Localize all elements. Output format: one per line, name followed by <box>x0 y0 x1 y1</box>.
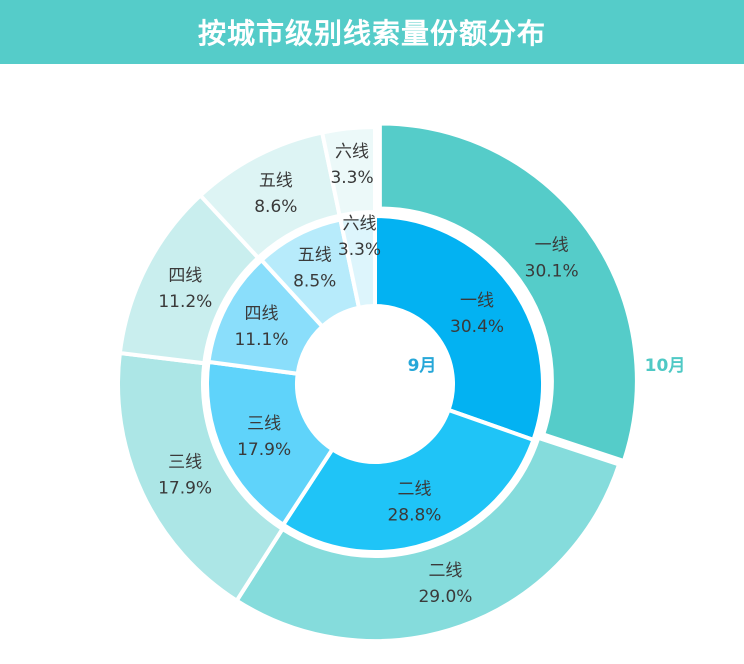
inner-slice-2[interactable] <box>280 407 536 554</box>
inner-slice-value-label: 28.8% <box>387 505 441 525</box>
outer-slice-6[interactable] <box>319 124 377 219</box>
inner-slice-3[interactable] <box>205 359 336 528</box>
nested-donut-chart: 一线 30.1% 二线 29.0% 三线 17.9% 四线 11.2% 五线 8.6% 六线 3.3%… <box>116 121 686 643</box>
inner-slice-category-label: 二线 <box>397 479 431 499</box>
inner-slice-value-label: 30.4% <box>450 317 504 337</box>
outer-series-label: 10月 <box>645 356 686 376</box>
inner-slice-category-label: 三线 <box>247 414 281 434</box>
page-header: 按城市级别线索量份额分布 <box>0 0 744 64</box>
inner-slice-6[interactable] <box>338 213 377 311</box>
chart-area: 一线 30.1% 二线 29.0% 三线 17.9% 四线 11.2% 五线 8.6% 六线 3.3%… <box>0 64 744 660</box>
inner-series-label: 9月 <box>408 356 437 376</box>
inner-slice-category-label: 一线 <box>460 291 494 311</box>
outer-slice-1[interactable] <box>377 121 639 464</box>
outer-slice-value-label: 8.6% <box>254 197 297 217</box>
page-title: 按城市级别线索量份额分布 <box>197 17 546 50</box>
outer-slice-category-label: 二线 <box>428 561 462 581</box>
outer-slice-category-label: 一线 <box>535 235 569 255</box>
inner-slice-category-label: 六线 <box>342 214 376 234</box>
outer-slice-value-label: 30.1% <box>525 261 579 281</box>
outer-slice-category-label: 六线 <box>335 142 369 162</box>
inner-slice-value-label: 3.3% <box>338 240 381 260</box>
outer-slice-category-label: 五线 <box>259 171 293 191</box>
outer-slice-value-label: 3.3% <box>330 168 373 188</box>
inner-slice-1[interactable] <box>373 213 545 443</box>
outer-slice-value-label: 11.2% <box>158 292 212 312</box>
outer-slice-value-label: 29.0% <box>418 587 472 607</box>
outer-slice-value-label: 17.9% <box>158 479 212 499</box>
outer-slice-2[interactable] <box>233 435 622 643</box>
inner-slice-category-label: 四线 <box>245 304 279 324</box>
inner-slice-value-label: 17.9% <box>237 440 291 460</box>
inner-slice-value-label: 8.5% <box>293 272 336 292</box>
outer-slice-category-label: 四线 <box>168 266 202 286</box>
inner-slice-value-label: 11.1% <box>234 330 288 350</box>
inner-slice-category-label: 五线 <box>298 246 332 266</box>
outer-slice-category-label: 三线 <box>168 453 202 473</box>
